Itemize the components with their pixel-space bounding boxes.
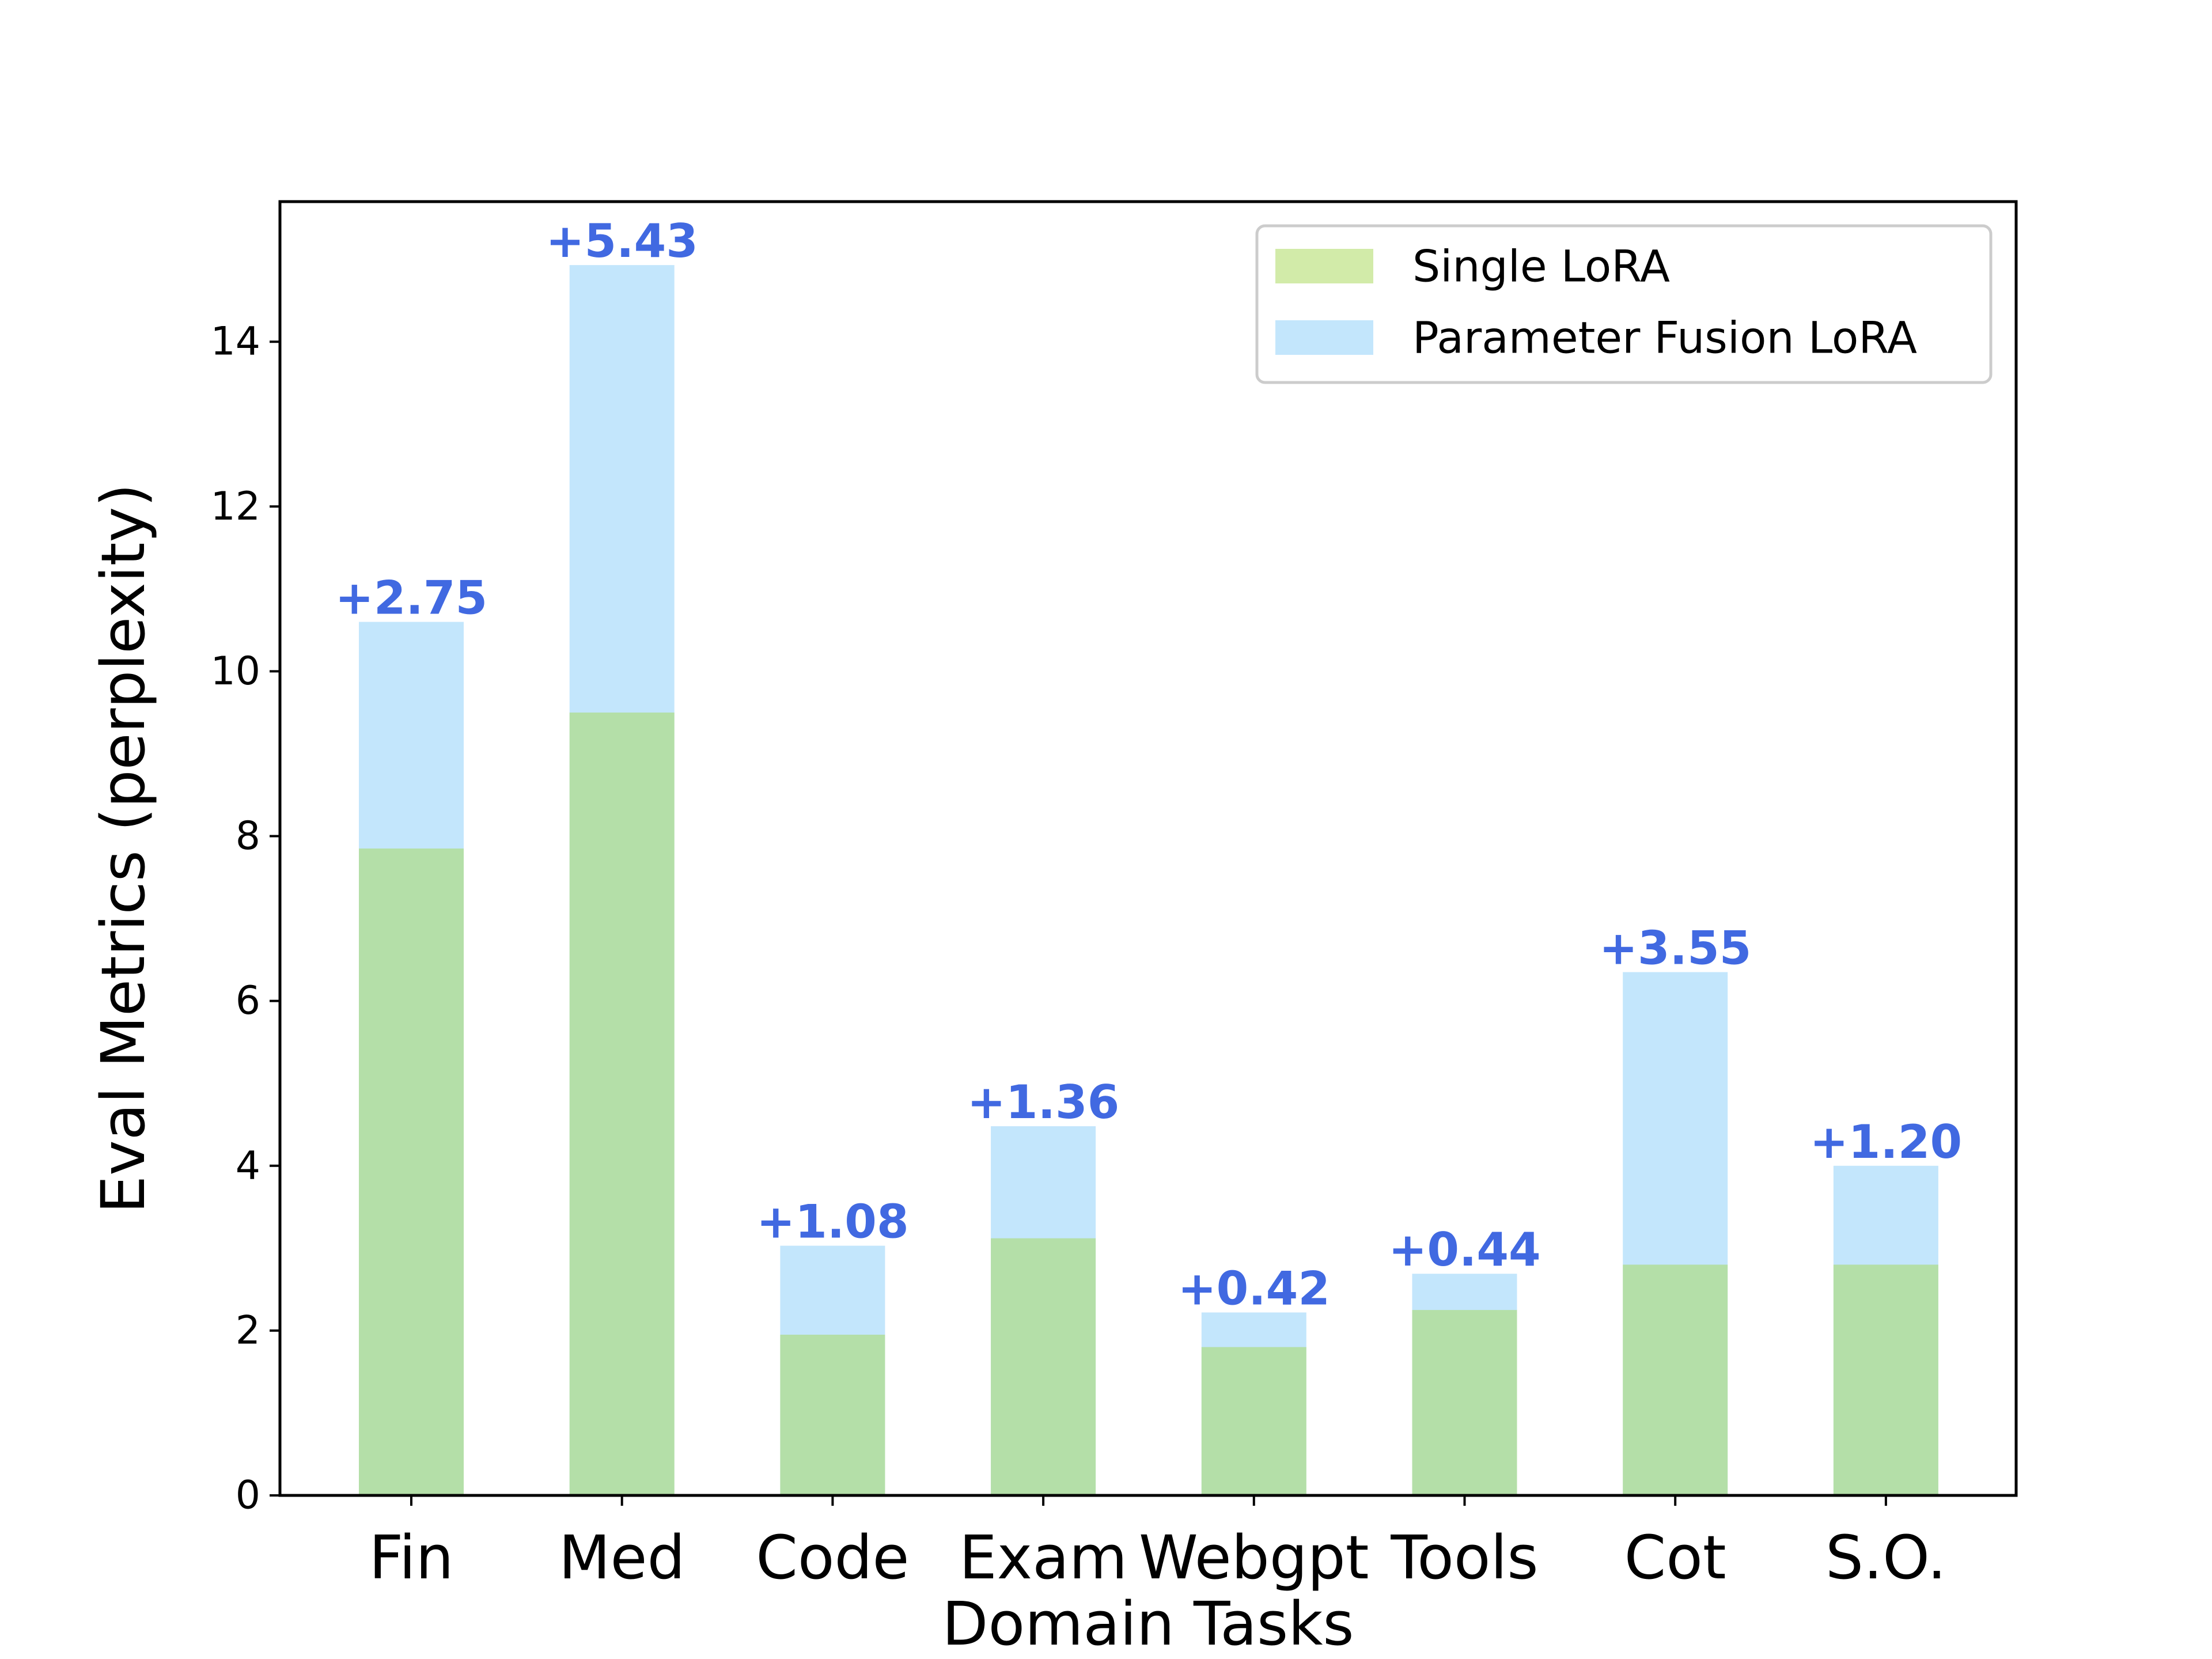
x-tick-label-med: Med <box>559 1522 685 1593</box>
bar-single-lora-s-o <box>1833 1264 1938 1495</box>
bar-annotation-cot: +3.55 <box>1599 922 1751 975</box>
y-tick-label: 2 <box>236 1308 260 1353</box>
legend-swatch-parameter-fusion-lora <box>1275 320 1373 355</box>
bar-annotation-code: +1.08 <box>756 1195 908 1249</box>
x-tick-label-tools: Tools <box>1390 1522 1538 1593</box>
y-tick-label: 14 <box>210 319 260 365</box>
bar-annotation-s-o: +1.20 <box>1810 1115 1962 1169</box>
bar-single-lora-webgpt <box>1201 1347 1306 1495</box>
bar-annotation-webgpt: +0.42 <box>1178 1262 1330 1315</box>
plot-frame <box>278 200 2018 1497</box>
legend-box <box>1255 224 1993 384</box>
bar-annotation-fin: +2.75 <box>335 571 487 625</box>
x-tick-label-code: Code <box>756 1522 909 1593</box>
y-tick-label: 10 <box>210 649 260 694</box>
y-tick-label: 4 <box>236 1143 260 1188</box>
x-axis-ticks: Fin Med Code Exam Webgpt Tools Cot S.O. <box>369 1495 1946 1593</box>
bar-single-lora-exam <box>991 1238 1096 1495</box>
y-tick-label: 8 <box>236 813 260 859</box>
x-axis-title: Domain Tasks <box>942 1589 1354 1659</box>
bar-single-lora-tools <box>1412 1310 1517 1495</box>
bar-single-lora-fin <box>359 849 464 1495</box>
bar-single-lora-cot <box>1623 1264 1728 1495</box>
bar-single-lora-code <box>780 1335 885 1495</box>
y-tick-label: 12 <box>210 484 260 529</box>
bar-annotation-med: +5.43 <box>546 214 698 268</box>
x-tick-label-cot: Cot <box>1624 1522 1726 1593</box>
x-tick-label-s-o: S.O. <box>1825 1522 1946 1593</box>
legend-label-single-lora: Single LoRA <box>1412 241 1670 292</box>
legend: Single LoRA Parameter Fusion LoRA <box>1255 224 1993 384</box>
y-tick-label: 6 <box>236 978 260 1024</box>
legend-label-parameter-fusion-lora: Parameter Fusion LoRA <box>1412 312 1917 363</box>
x-tick-label-fin: Fin <box>369 1522 453 1593</box>
x-tick-label-webgpt: Webgpt <box>1139 1522 1369 1593</box>
bars-layer <box>359 265 1938 1496</box>
bar-annotations: +2.75 +5.43 +1.08 +1.36 +0.42 +0.44 +3.55 +1.20 <box>335 214 1962 1315</box>
bar-annotation-tools: +0.44 <box>1388 1223 1540 1277</box>
bar-annotation-exam: +1.36 <box>967 1075 1119 1129</box>
y-tick-label: 0 <box>236 1473 260 1518</box>
bar-single-lora-med <box>569 712 675 1495</box>
y-axis-ticks: 0 2 4 6 8 10 12 14 <box>210 319 280 1518</box>
x-tick-label-exam: Exam <box>959 1522 1127 1593</box>
y-axis-title: Eval Metrics (perplexity) <box>88 483 158 1213</box>
legend-swatch-single-lora <box>1275 249 1373 283</box>
